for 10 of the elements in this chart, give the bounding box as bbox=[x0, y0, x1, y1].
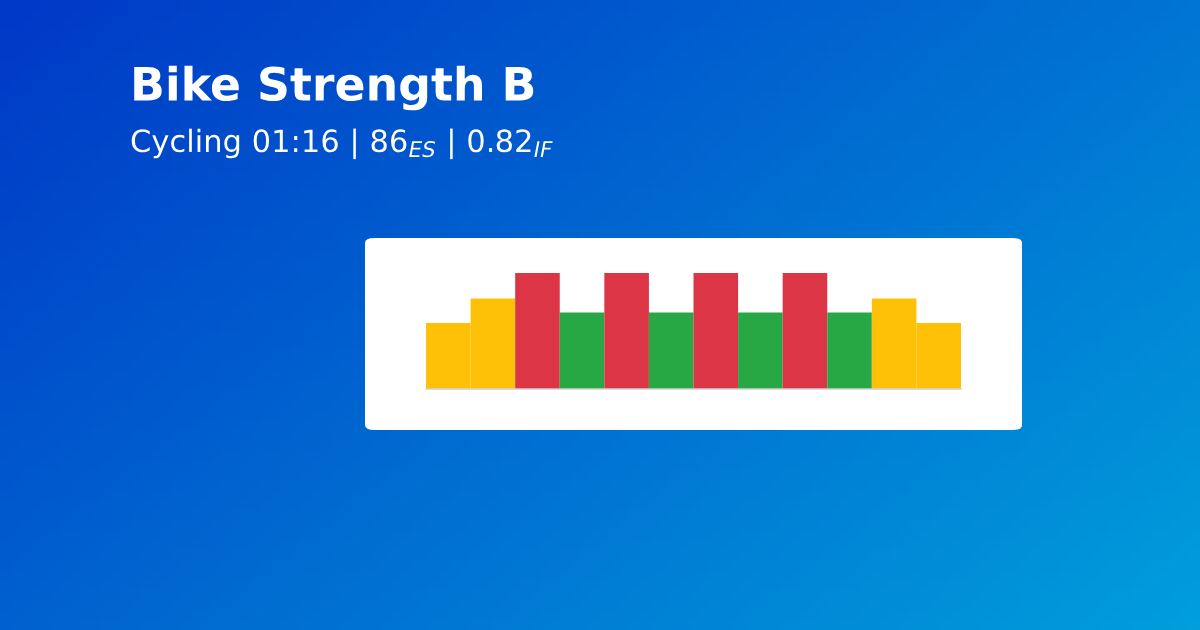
bar bbox=[515, 273, 560, 389]
bar bbox=[648, 312, 694, 389]
bar bbox=[782, 273, 828, 389]
bar bbox=[738, 312, 783, 389]
bar bbox=[827, 312, 872, 389]
chart-title: Bike Strength B bbox=[134, 65, 534, 111]
chart-subtitle: Cycling 01:16 | 86$_{ES}$ | 0.82$_{IF}$ bbox=[131, 128, 553, 160]
bar bbox=[604, 273, 649, 389]
bar bbox=[559, 312, 605, 389]
bar bbox=[693, 273, 739, 389]
